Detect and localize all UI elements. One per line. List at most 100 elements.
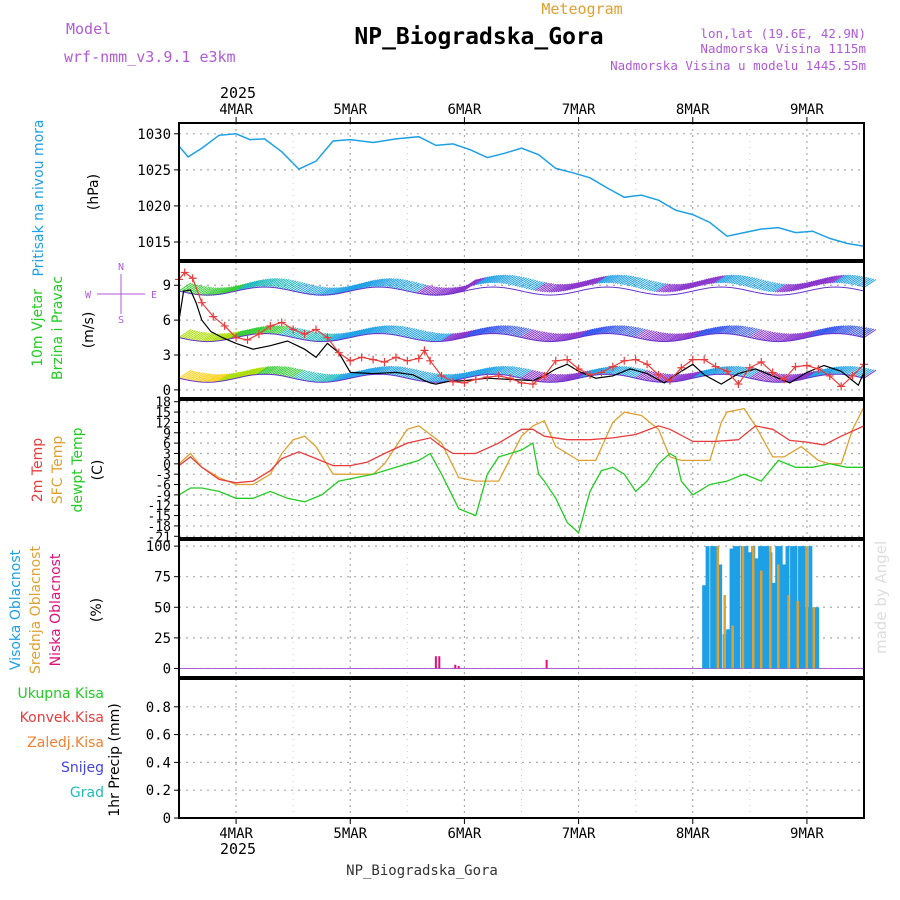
x-tick-label-bottom: 5MAR [333,826,367,842]
wind-barb [304,285,317,295]
wind-barb [311,286,324,296]
wind-barb [646,331,660,341]
wind-barb [436,373,450,383]
wind-barb [694,328,708,338]
wind-barb [532,281,546,291]
gust-marker [494,371,503,380]
wind-barb [671,332,685,342]
wind-barb [539,332,553,342]
wind-barb [199,332,212,342]
gust-marker [574,364,583,373]
wind-barb [678,282,692,292]
wind-barb [228,330,242,340]
wind-barb [416,371,429,381]
wind-barb [662,333,676,343]
wind-barb [194,372,208,382]
high-cloud-bar [744,546,749,669]
wind-barb [256,278,269,288]
wind-barb [347,370,361,380]
wind-barb [258,278,272,288]
precip-unit: (mm) [107,703,123,741]
wind-barb [744,328,758,337]
wind-barb [468,368,482,378]
wind-barb [838,325,852,334]
wind-barb [555,283,569,293]
wind-barb [537,282,550,292]
wind-barb [806,329,820,339]
gust-marker [563,355,572,364]
precip-title: 1hr Precip (mm) [107,703,123,816]
wind-barb [623,276,637,286]
wind-barb [534,282,548,292]
gust-marker [437,371,446,380]
wind-barb [400,280,413,290]
wind-barb [667,333,680,342]
wind-barb [827,274,840,284]
wind-barb [655,283,669,293]
wind-barb [333,286,347,296]
model-altitude-label: Nadmorska Visina u modelu 1445.55m [610,58,866,73]
wind-barb [402,368,416,378]
wind-barb [226,284,240,294]
wind-barb [589,276,603,286]
wind-barb [425,286,438,296]
wind-barb [639,280,653,290]
wind-barb [644,281,658,291]
y-tick-label: -15 [148,510,171,525]
wind-barb [795,331,808,341]
gust-marker [471,375,480,384]
wind-barb [258,365,272,375]
wind-barb [249,367,263,376]
wind-barb [429,287,443,296]
wind-barb [603,325,616,334]
gust-marker [791,362,800,371]
altitude-label: Nadmorska Visina 1115m [700,41,866,56]
wind-barb [308,372,322,382]
x-tick-label-top: 4MAR [219,102,253,118]
high-cloud-bar [793,546,798,669]
wind-barb [393,326,406,336]
gust-marker [586,370,594,379]
wind-barb [281,367,295,377]
gust-marker [369,355,378,364]
wind-subtitle: Brzina i Pravac [50,276,66,380]
wind-barb [295,283,308,293]
wind-barb [283,367,297,377]
wind-barb [260,325,274,334]
wind-barb [509,326,523,336]
wind-barb [610,365,623,375]
wind-barb [345,283,358,293]
wind-barb [781,333,795,342]
wind-barb [210,287,224,297]
wind-barb [238,328,251,338]
wind-barb [523,329,537,339]
mid-cloud-bar [716,546,720,669]
wind-barb [731,275,744,285]
wind-barb [306,285,320,295]
wind-barb [359,280,372,290]
wind-barb [482,325,495,335]
wind-barb [192,331,205,341]
wind-barb [286,280,299,290]
wind-barb [806,279,820,289]
wind-barb [381,278,395,287]
wind-barb [272,278,285,288]
wind-barb [416,331,429,340]
mid-cloud-bar [805,546,809,669]
wind-barb [215,286,228,296]
wind-barb [836,274,849,284]
wind-barb [690,329,703,339]
wind-barb [443,373,457,383]
wind-barb [820,326,833,336]
wind-barb [781,283,795,293]
wind-barb [733,325,747,335]
wind-barb [486,365,500,375]
wind-barb [183,330,196,339]
wind-barb [352,282,365,291]
wind-barb [452,285,466,295]
wind-barb [251,366,265,376]
wind-barb [804,279,817,289]
gust-marker [643,360,652,369]
wind-barb [813,277,827,287]
wind-barb [605,325,619,334]
